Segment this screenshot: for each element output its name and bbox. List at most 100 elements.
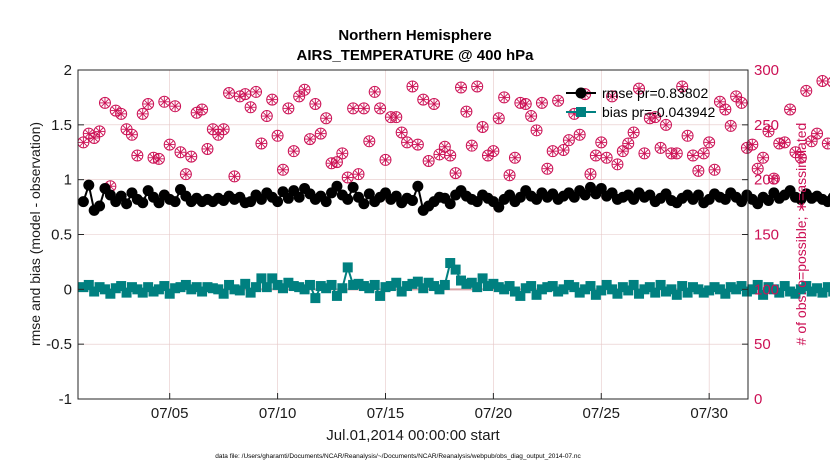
obs-assimilated-point [553, 96, 563, 106]
right-tick-label: 0 [754, 391, 762, 408]
bias-point [219, 289, 229, 299]
obs-assimilated-point [316, 129, 326, 139]
obs-assimilated-point [688, 151, 698, 161]
bias-series-layer [78, 258, 830, 316]
rmse-point [407, 195, 418, 206]
obs-assimilated-point [505, 170, 515, 180]
obs-assimilated-point [337, 148, 347, 158]
left-tick-label: -1 [59, 391, 72, 408]
obs-assimilated-point [461, 107, 471, 117]
obs-assimilated-point [407, 81, 417, 91]
obs-assimilated-point [801, 86, 811, 96]
obs-assimilated-point [229, 171, 239, 181]
obs-assimilated-point [197, 104, 207, 114]
obs-assimilated-point [683, 131, 693, 141]
obs-assimilated-point [240, 89, 250, 99]
obs-assimilated-point [445, 151, 455, 161]
chart-title: Northern Hemisphere [338, 27, 491, 44]
obs-assimilated-point [591, 151, 601, 161]
rmse-point [121, 198, 132, 209]
legend-bias-marker [576, 107, 586, 117]
bias-point [240, 279, 250, 289]
left-tick-label: 1 [64, 172, 72, 189]
obs-assimilated-point [575, 130, 585, 140]
obs-assimilated-point [278, 165, 288, 175]
rmse-point [342, 194, 353, 205]
obs-assimilated-point [704, 137, 714, 147]
obs-assimilated-point [656, 143, 666, 153]
bias-point [672, 290, 682, 300]
obs-assimilated-point [262, 111, 272, 121]
obs-assimilated-point [294, 91, 304, 101]
rmse-point [83, 180, 94, 191]
bias-point [305, 280, 315, 290]
obs-assimilated-point [434, 149, 444, 159]
bias-point [370, 280, 380, 290]
obs-assimilated-point [100, 98, 110, 108]
obs-assimilated-point [202, 144, 212, 154]
left-tick-label: 1.5 [51, 117, 72, 134]
obs-assimilated-point [251, 87, 261, 97]
rmse-point [137, 197, 148, 208]
obs-assimilated-point [715, 97, 725, 107]
obs-assimilated-point [693, 166, 703, 176]
x-tick-label: 07/25 [582, 405, 620, 422]
obs-assimilated-point [418, 95, 428, 105]
bias-point [375, 291, 385, 301]
obs-assimilated-point [564, 135, 574, 145]
obs-assimilated-point [785, 104, 795, 114]
obs-assimilated-point [116, 109, 126, 119]
obs-assimilated-point [542, 164, 552, 174]
obs-assimilated-point [456, 83, 466, 93]
obs-assimilated-point [175, 147, 185, 157]
obs-series-layer [78, 74, 830, 404]
obs-assimilated-point [127, 130, 137, 140]
obs-assimilated-point [305, 134, 315, 144]
obs-assimilated-point [720, 104, 730, 114]
obs-assimilated-point [413, 140, 423, 150]
right-tick-label: 300 [754, 62, 779, 79]
obs-assimilated-point [89, 133, 99, 143]
obs-assimilated-point [375, 103, 385, 113]
right-tick-label: 200 [754, 172, 779, 189]
obs-assimilated-point [747, 140, 757, 150]
x-tick-label: 07/05 [151, 405, 189, 422]
obs-assimilated-point [510, 153, 520, 163]
rmse-point [272, 196, 283, 207]
rmse-series-layer [78, 180, 830, 216]
bias-point [337, 283, 347, 293]
rmse-point [358, 198, 369, 209]
legend-bias-label: bias pr=-0.043942 [602, 104, 715, 120]
obs-assimilated-point [737, 98, 747, 108]
bias-point [256, 273, 266, 283]
obs-assimilated-point [585, 169, 595, 179]
bias-point [585, 281, 595, 291]
obs-assimilated-point [246, 102, 256, 112]
obs-assimilated-point [731, 91, 741, 101]
x-tick-label: 07/10 [259, 405, 297, 422]
obs-assimilated-point [429, 99, 439, 109]
data-file-footer: data file: /Users/gharamti/Documents/NCA… [215, 453, 581, 460]
obs-assimilated-point [370, 87, 380, 97]
obs-assimilated-point [623, 138, 633, 148]
obs-assimilated-point [499, 92, 509, 102]
obs-assimilated-point [391, 112, 401, 122]
obs-assimilated-point [618, 146, 628, 156]
obs-assimilated-point [478, 122, 488, 132]
obs-assimilated-point [699, 148, 709, 158]
x-axis-label: Jul.01,2014 00:00:00 start [326, 427, 500, 444]
legend-rmse-label: rmse pr=0.83802 [602, 85, 708, 101]
bias-point [440, 280, 450, 290]
bias-point [262, 282, 272, 292]
obs-assimilated-point [402, 137, 412, 147]
rmse-point [412, 181, 423, 192]
bias-point [391, 278, 401, 288]
rmse-point [170, 196, 181, 207]
obs-assimilated-point [596, 137, 606, 147]
bias-point [251, 282, 261, 292]
obs-assimilated-point [467, 141, 477, 151]
right-axis-label: # of obs: o=possible; ∗=assimilated [793, 123, 809, 346]
